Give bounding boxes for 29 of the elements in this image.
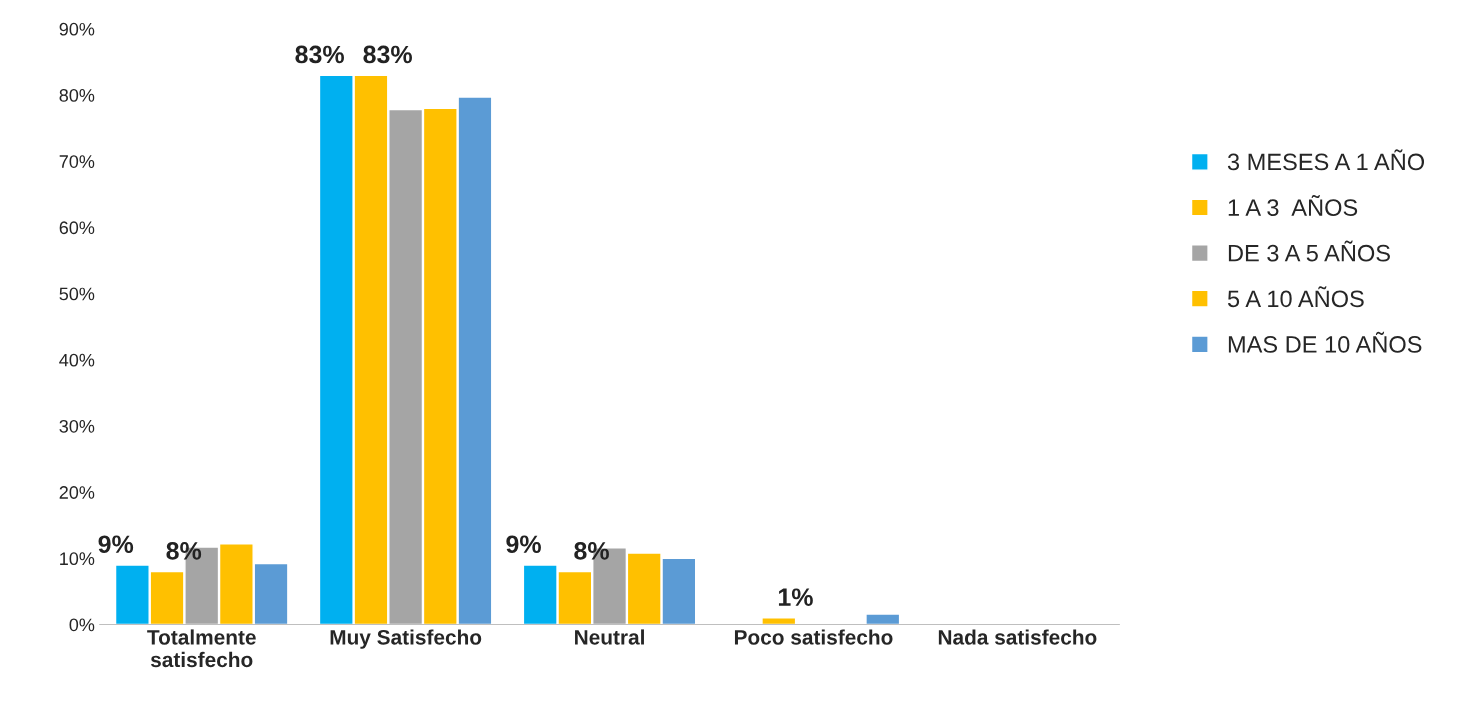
data-label: 8% (574, 541, 609, 560)
legend-label: 3 MESES A 1 AÑO (1227, 149, 1425, 171)
data-label: 83% (363, 45, 412, 64)
y-tick-label: 70% (59, 155, 95, 168)
data-label: 83% (295, 45, 344, 64)
y-tick-label: 60% (59, 221, 95, 235)
data-label: 9% (98, 535, 134, 554)
y-tick-label: 80% (59, 89, 95, 102)
y-tick-label: 40% (59, 353, 95, 367)
bar (761, 617, 797, 625)
y-tick-label: 50% (59, 287, 95, 301)
y-tick-label: 10% (60, 552, 95, 566)
x-tick-label: Neutral (575, 629, 644, 645)
legend-label: 5 A 10 AÑOS (1227, 286, 1364, 308)
y-tick-label: 0% (69, 618, 95, 632)
x-tick-label: Nada satisfecho (938, 629, 1097, 645)
legend-label: DE 3 A 5 AÑOS (1228, 240, 1390, 262)
y-tick-label: 20% (59, 486, 95, 499)
legend-label: MAS DE 10 AÑOS (1228, 331, 1422, 353)
y-tick-label: 30% (59, 419, 95, 433)
data-label: 1% (778, 588, 813, 606)
bar (865, 613, 901, 625)
data-label: 8% (166, 541, 202, 560)
x-tick-label: Poco satisfecho (734, 629, 893, 645)
y-tick-label: 90% (59, 22, 95, 36)
legend-label: 1 A 3 AÑOS (1228, 194, 1358, 216)
x-tick-label: Muy Satisfecho (330, 629, 482, 649)
data-label: 9% (506, 535, 541, 554)
x-tick-label: Totalmente satisfecho (147, 629, 256, 668)
